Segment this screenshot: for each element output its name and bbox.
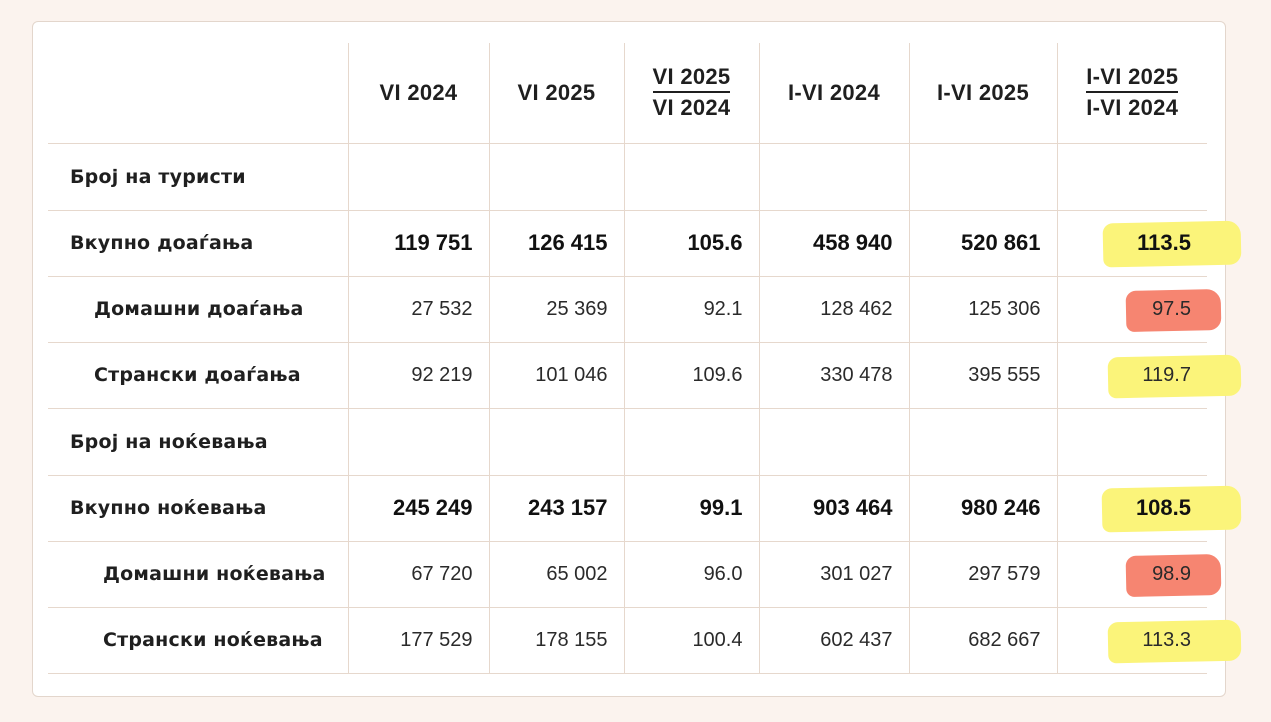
section-title-nights: Број на ноќевања — [48, 408, 349, 476]
table-cell: 98.9 — [1057, 541, 1207, 608]
table-cell — [759, 143, 910, 211]
table-cell: 119 751 — [348, 210, 490, 277]
table-cell: 330 478 — [759, 342, 910, 409]
table-cell: 96.0 — [624, 541, 760, 608]
table-cell: 520 861 — [909, 210, 1058, 277]
table-cell — [624, 408, 760, 476]
row-label: Домашни ноќевања — [48, 541, 349, 608]
header-vi-2025: VI 2025 — [489, 43, 625, 144]
table-row: Домашни ноќевања 67 720 65 002 96.0 301 … — [48, 541, 1207, 608]
fraction-numerator: I-VI 2025 — [1086, 64, 1179, 94]
table-row: Странски доаѓања 92 219 101 046 109.6 33… — [48, 342, 1207, 409]
table-cell: 97.5 — [1057, 276, 1207, 343]
ratio-fraction: I-VI 2025 I-VI 2024 — [1086, 64, 1179, 121]
table-cell: 25 369 — [489, 276, 625, 343]
table-cell: 119.7 — [1057, 342, 1207, 409]
row-label: Странски доаѓања — [48, 342, 349, 409]
table-cell: 105.6 — [624, 210, 760, 277]
highlighted-value: 113.5 — [1137, 230, 1191, 255]
table-cell: 125 306 — [909, 276, 1058, 343]
tourism-table: VI 2024 VI 2025 VI 2025 VI 2024 I-VI 202… — [48, 43, 1207, 674]
table-cell: 301 027 — [759, 541, 910, 608]
fraction-numerator: VI 2025 — [652, 64, 731, 94]
table-cell: 109.6 — [624, 342, 760, 409]
table-cell — [909, 143, 1058, 211]
table-cell: 297 579 — [909, 541, 1058, 608]
table-cell: 65 002 — [489, 541, 625, 608]
table-cell — [489, 143, 625, 211]
table-row: Вкупно доаѓања 119 751 126 415 105.6 458… — [48, 210, 1207, 277]
highlighted-value: 119.7 — [1142, 363, 1191, 386]
table-cell — [759, 408, 910, 476]
table-cell — [909, 408, 1058, 476]
highlighted-value: 97.5 — [1152, 297, 1191, 320]
header-i-vi-2025: I-VI 2025 — [909, 43, 1058, 144]
statistics-card: VI 2024 VI 2025 VI 2025 VI 2024 I-VI 202… — [32, 21, 1226, 697]
table-cell: 128 462 — [759, 276, 910, 343]
table-cell: 178 155 — [489, 607, 625, 674]
table-cell — [489, 408, 625, 476]
ratio-fraction: VI 2025 VI 2024 — [652, 64, 731, 121]
table-cell: 458 940 — [759, 210, 910, 277]
table-row: Број на туристи — [48, 143, 1207, 211]
table-cell: 67 720 — [348, 541, 490, 608]
table-cell: 100.4 — [624, 607, 760, 674]
row-label: Странски ноќевања — [48, 607, 349, 674]
table-cell: 682 667 — [909, 607, 1058, 674]
table-cell — [1057, 143, 1207, 211]
header-ratio-vi: VI 2025 VI 2024 — [624, 43, 760, 144]
table-cell: 27 532 — [348, 276, 490, 343]
table-row: Број на ноќевања — [48, 408, 1207, 476]
table-cell: 108.5 — [1057, 475, 1207, 542]
table-row: Странски ноќевања 177 529 178 155 100.4 … — [48, 607, 1207, 674]
table-cell: 602 437 — [759, 607, 910, 674]
table-cell: 113.5 — [1057, 210, 1207, 277]
row-label: Вкупно ноќевања — [48, 475, 349, 542]
row-label: Вкупно доаѓања — [48, 210, 349, 277]
table-cell: 99.1 — [624, 475, 760, 542]
header-vi-2024: VI 2024 — [348, 43, 490, 144]
header-i-vi-2024: I-VI 2024 — [759, 43, 910, 144]
table-cell — [1057, 408, 1207, 476]
table-cell: 177 529 — [348, 607, 490, 674]
table-row: Вкупно ноќевања 245 249 243 157 99.1 903… — [48, 475, 1207, 542]
highlighted-value: 108.5 — [1135, 495, 1191, 520]
table-cell: 243 157 — [489, 475, 625, 542]
fraction-denominator: VI 2024 — [652, 95, 731, 121]
table-cell: 101 046 — [489, 342, 625, 409]
table-cell: 113.3 — [1057, 607, 1207, 674]
header-row: VI 2024 VI 2025 VI 2025 VI 2024 I-VI 202… — [48, 43, 1207, 144]
table-cell — [624, 143, 760, 211]
table-cell: 980 246 — [909, 475, 1058, 542]
table-cell — [348, 408, 490, 476]
table-cell: 92.1 — [624, 276, 760, 343]
highlighted-value: 113.3 — [1142, 628, 1191, 651]
section-title-tourists: Број на туристи — [48, 143, 349, 211]
fraction-denominator: I-VI 2024 — [1086, 95, 1179, 121]
header-empty-cell — [48, 43, 349, 144]
table-row: Домашни доаѓања 27 532 25 369 92.1 128 4… — [48, 276, 1207, 343]
row-label: Домашни доаѓања — [48, 276, 349, 343]
table-cell — [348, 143, 490, 211]
table-cell: 395 555 — [909, 342, 1058, 409]
table-cell: 126 415 — [489, 210, 625, 277]
highlighted-value: 98.9 — [1152, 562, 1191, 585]
table-cell: 903 464 — [759, 475, 910, 542]
table-cell: 92 219 — [348, 342, 490, 409]
header-ratio-i-vi: I-VI 2025 I-VI 2024 — [1057, 43, 1207, 144]
table-cell: 245 249 — [348, 475, 490, 542]
